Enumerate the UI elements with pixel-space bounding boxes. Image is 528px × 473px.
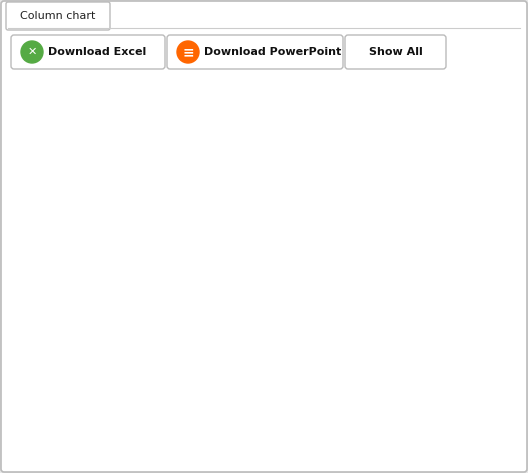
Bar	[140, 278, 147, 443]
Bar	[482, 202, 489, 443]
FancyBboxPatch shape	[11, 35, 165, 69]
Bar	[247, 338, 253, 443]
Bar	[178, 407, 185, 443]
Bar	[261, 353, 268, 443]
Bar	[56, 218, 63, 443]
Circle shape	[177, 41, 199, 63]
Bar	[147, 218, 154, 443]
Bar	[437, 353, 444, 443]
Bar	[375, 269, 382, 443]
Bar	[109, 238, 116, 443]
Bar	[117, 353, 124, 443]
FancyBboxPatch shape	[6, 2, 110, 30]
Bar	[307, 208, 314, 443]
Bar	[323, 148, 329, 443]
Bar	[361, 368, 367, 443]
Text: ✕: ✕	[27, 47, 36, 57]
Bar	[223, 145, 230, 443]
Bar	[292, 187, 299, 443]
FancyBboxPatch shape	[345, 35, 446, 69]
Bar	[79, 263, 86, 443]
Bar	[95, 263, 101, 443]
Bar	[413, 247, 420, 443]
Text: Column chart: Column chart	[20, 11, 96, 21]
Bar	[451, 218, 458, 443]
Text: Download PowerPoint: Download PowerPoint	[204, 47, 341, 57]
Circle shape	[21, 41, 43, 63]
Bar	[383, 316, 390, 443]
Bar	[231, 247, 238, 443]
Bar	[133, 247, 139, 443]
Bar	[209, 202, 215, 443]
Bar	[171, 377, 177, 443]
Bar	[330, 202, 337, 443]
Bar	[299, 232, 306, 443]
Text: Download Excel: Download Excel	[48, 47, 146, 57]
Bar	[444, 413, 451, 443]
Bar	[345, 187, 352, 443]
Bar	[216, 407, 223, 443]
Bar	[399, 307, 406, 443]
Bar	[406, 151, 413, 443]
Bar	[254, 202, 261, 443]
Title: Chart Title: Chart Title	[230, 12, 329, 30]
Bar	[475, 187, 482, 443]
Bar	[102, 193, 109, 443]
Bar	[185, 410, 192, 443]
Bar	[421, 293, 428, 443]
Bar	[497, 329, 504, 443]
Bar	[368, 196, 375, 443]
Bar	[193, 383, 200, 443]
Bar	[71, 278, 78, 443]
Text: ≡: ≡	[182, 45, 194, 59]
Bar	[285, 368, 291, 443]
FancyBboxPatch shape	[167, 35, 343, 69]
Bar	[269, 368, 276, 443]
Bar	[155, 256, 162, 443]
Bar	[64, 157, 71, 443]
Text: Show All: Show All	[369, 47, 422, 57]
Bar	[459, 383, 466, 443]
Bar	[489, 160, 496, 443]
Bar	[337, 196, 344, 443]
